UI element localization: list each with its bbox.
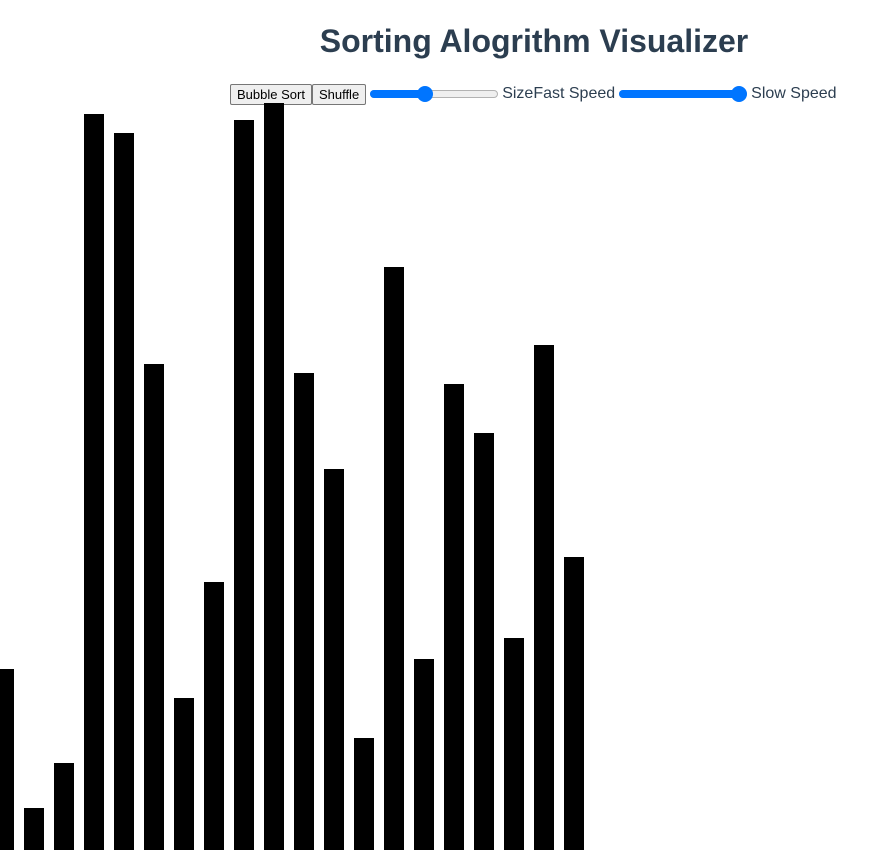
array-bar xyxy=(324,469,344,850)
shuffle-button[interactable]: Shuffle xyxy=(311,83,367,105)
array-bar xyxy=(264,103,284,850)
array-bar xyxy=(354,738,374,850)
array-bar xyxy=(0,669,14,850)
array-bar xyxy=(444,384,464,850)
page-title: Sorting Alogrithm Visualizer xyxy=(319,23,749,59)
array-bar xyxy=(504,638,524,850)
array-bar xyxy=(114,133,134,850)
array-bar xyxy=(474,433,494,850)
controls-bar: Bubble Sort Shuffle Size Fast Speed Slow … xyxy=(230,83,837,105)
array-bar xyxy=(534,345,554,850)
fast-speed-label: Fast Speed xyxy=(533,85,616,102)
array-bar xyxy=(84,114,104,850)
speed-slider-fill xyxy=(619,90,740,98)
array-bar xyxy=(24,808,44,850)
speed-slider[interactable] xyxy=(619,86,748,102)
speed-slider-thumb[interactable] xyxy=(731,86,748,102)
array-bar xyxy=(294,373,314,850)
array-bar xyxy=(174,698,194,850)
size-slider[interactable] xyxy=(370,86,499,102)
array-bar xyxy=(54,763,74,850)
array-bar xyxy=(144,364,164,850)
size-slider-thumb[interactable] xyxy=(417,86,434,102)
array-bar xyxy=(384,267,404,850)
array-bar xyxy=(204,582,224,850)
array-bar xyxy=(234,120,254,850)
slow-speed-label: Slow Speed xyxy=(751,85,837,102)
size-label: Size xyxy=(502,85,534,102)
array-bar xyxy=(564,557,584,850)
array-bar xyxy=(414,659,434,850)
size-slider-fill xyxy=(370,90,426,98)
